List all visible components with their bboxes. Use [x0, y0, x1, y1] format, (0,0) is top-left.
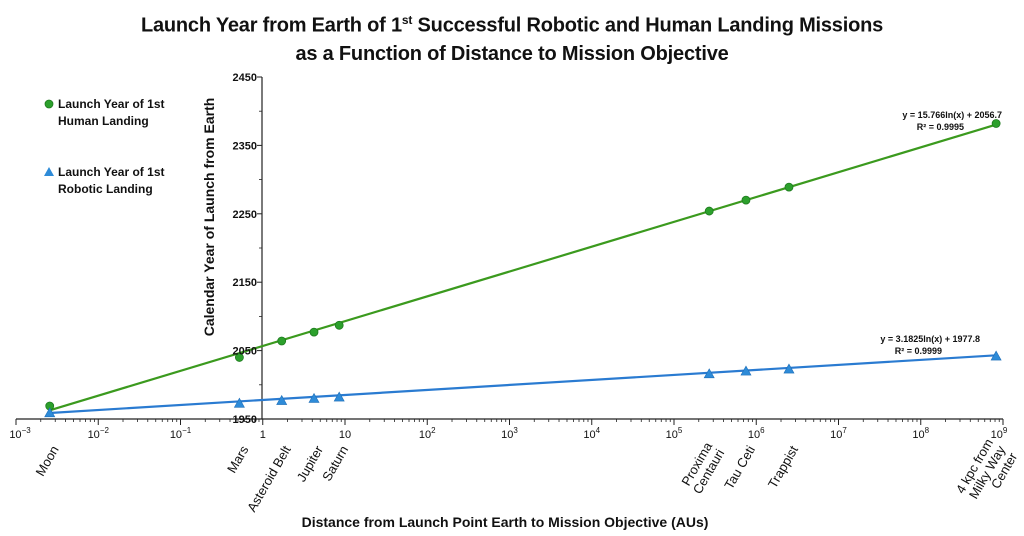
category-label-line: Saturn: [319, 443, 351, 484]
x-tick-label: 106: [748, 426, 765, 441]
robotic-trend-equation: y = 3.1825ln(x) + 1977.8: [880, 334, 980, 344]
labels-layer: 10−3 10−2 10−1 1 10 102 103 104 105 106 107 108 109 1…: [9, 72, 1020, 530]
robotic-trendline: [49, 354, 997, 415]
robotic-landing-point: [333, 391, 345, 402]
chart-title: Launch Year from Earth of 1st Successful…: [0, 6, 1024, 68]
robotic-trend-r2: R² = 0.9999: [895, 346, 942, 356]
robotic-landing-point: [233, 397, 245, 408]
x-tick-exponent: 6: [760, 426, 765, 435]
y-tick-label: 2050: [233, 346, 257, 358]
x-tick-label: 10−1: [170, 426, 192, 441]
human-trend-r2: R² = 0.9995: [917, 122, 964, 132]
x-axis-title: Distance from Launch Point Earth to Miss…: [302, 514, 709, 530]
robotic-landing-point: [783, 363, 795, 374]
markers-layer: [44, 119, 1002, 418]
human-landing-point: [234, 353, 244, 362]
category-label-line: Asteroid Belt: [244, 443, 294, 515]
x-tick-label: 109: [991, 426, 1008, 441]
human-trendline: [49, 123, 997, 412]
human-landing-point: [277, 336, 287, 346]
robotic-landing-point: [990, 350, 1002, 361]
category-label-line: Tau Ceti: [721, 443, 758, 492]
category-label: 4 kpc fromMilky WayCenter: [953, 435, 1021, 510]
title-line1-sup: st: [401, 13, 413, 27]
category-label: Trappist: [765, 443, 801, 491]
y-tick-label: 2450: [233, 72, 257, 84]
x-tick-exponent: −2: [100, 426, 110, 435]
legend-human-marker-icon: [44, 99, 54, 109]
x-tick-label: 1: [260, 429, 266, 441]
x-tick-label: 105: [666, 426, 683, 441]
category-label: Asteroid Belt: [244, 443, 294, 515]
category-label: Mars: [224, 443, 252, 476]
y-tick-label: 2350: [233, 140, 257, 152]
category-label-line: Moon: [33, 443, 62, 479]
y-tick-label: 2250: [233, 209, 257, 221]
x-tick-label: 108: [912, 426, 929, 441]
y-tick-label: 2150: [233, 277, 257, 289]
axes-layer: [15, 76, 1004, 425]
category-label: Moon: [33, 443, 62, 479]
human-landing-point: [704, 206, 714, 216]
x-tick-exponent: 8: [925, 426, 930, 435]
x-tick-label: 10: [339, 429, 351, 441]
x-tick-label: 107: [830, 426, 847, 441]
x-tick-exponent: −1: [182, 426, 192, 435]
x-tick-exponent: 3: [513, 426, 518, 435]
title-line1-post: Successful Robotic and Human Landing Mis…: [412, 14, 884, 37]
legend-human-label: Human Landing: [58, 114, 149, 128]
chart-title-line-1: Launch Year from Earth of 1st Successful…: [0, 6, 1024, 40]
x-tick-label: 102: [419, 426, 436, 441]
legend-human-label: Launch Year of 1st: [58, 97, 164, 111]
legend: Launch Year of 1st Human Landing Launch Ye…: [44, 97, 164, 196]
human-landing-point: [334, 320, 344, 330]
robotic-landing-point: [276, 394, 288, 405]
legend-robotic-label: Robotic Landing: [58, 182, 153, 196]
x-tick-exponent: 7: [842, 426, 847, 435]
x-tick-label: 10−3: [9, 426, 31, 441]
title-line1-pre: Launch Year from Earth of 1: [140, 14, 402, 37]
robotic-landing-point: [308, 392, 320, 403]
robotic-landing-point: [44, 407, 56, 418]
human-landing-point: [309, 327, 319, 337]
x-tick-label: 103: [501, 426, 518, 441]
category-label: ProximaCentauri: [678, 439, 728, 497]
x-tick-exponent: −3: [22, 426, 32, 435]
category-label: Saturn: [319, 443, 351, 484]
legend-robotic-marker-icon: [44, 167, 54, 176]
robotic-landing-point: [740, 365, 752, 376]
x-tick-label: 104: [583, 426, 600, 441]
trendlines-layer: [49, 123, 997, 415]
x-tick-exponent: 9: [1003, 426, 1008, 435]
category-label: Tau Ceti: [721, 443, 758, 492]
x-tick-exponent: 2: [431, 426, 436, 435]
y-axis-title: Calendar Year of Launch from Earth: [201, 98, 217, 337]
human-landing-point: [741, 195, 751, 205]
chart-title-line-2: as a Function of Distance to Mission Obj…: [295, 42, 729, 65]
category-label-line: Trappist: [765, 443, 801, 491]
category-label-line: Mars: [224, 443, 252, 476]
legend-robotic-label: Launch Year of 1st: [58, 165, 164, 179]
robotic-landing-point: [703, 368, 715, 379]
human-landing-point: [784, 182, 794, 192]
x-tick-exponent: 4: [596, 426, 601, 435]
human-trend-equation: y = 15.766ln(x) + 2056.7: [902, 110, 1002, 120]
human-landing-point: [991, 119, 1001, 128]
x-tick-label: 10−2: [88, 426, 110, 441]
y-tick-label: 1950: [233, 414, 257, 426]
x-tick-exponent: 5: [678, 426, 683, 435]
